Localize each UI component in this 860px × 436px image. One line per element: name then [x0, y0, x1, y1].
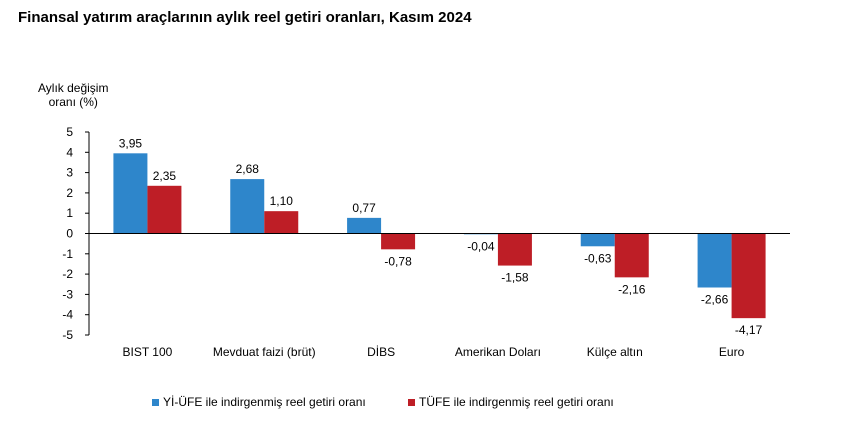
y-axis-label: Aylık değişim oranı (%): [38, 81, 108, 109]
y-tick-label: 3: [66, 166, 73, 180]
legend: Yİ-ÜFE ile indirgenmiş reel getiri oranı…: [0, 395, 860, 415]
data-label-s2-3: -0,78: [384, 254, 412, 268]
category-label-6: Euro: [719, 345, 745, 359]
bar-s2-5: [614, 233, 649, 278]
legend-swatch-tufe: [408, 398, 415, 406]
data-label-s2-4: -1,58: [501, 271, 529, 285]
legend-label-tufe: TÜFE ile indirgenmiş reel getiri oranı: [419, 395, 614, 409]
bar-s2-2: [264, 211, 299, 234]
data-label-s2-1: 2,35: [153, 169, 177, 183]
bar-s1-3: [347, 217, 382, 234]
data-label-s1-2: 2,68: [236, 162, 260, 176]
bar-s2-1: [147, 185, 182, 234]
legend-item-yi-ufe: Yİ-ÜFE ile indirgenmiş reel getiri oranı: [152, 395, 366, 409]
bar-s1-2: [230, 179, 265, 234]
data-label-s2-6: -4,17: [735, 323, 763, 337]
y-tick-label: -3: [62, 287, 73, 301]
y-tick-label: 4: [66, 145, 73, 159]
data-label-s2-2: 1,10: [270, 194, 294, 208]
bar-s1-1: [113, 153, 148, 234]
bar-s1-5: [580, 233, 615, 247]
data-label-s1-1: 3,95: [119, 136, 143, 150]
y-tick-label: 1: [66, 206, 73, 220]
data-label-s1-5: -0,63: [584, 251, 612, 265]
y-tick-label: 0: [66, 227, 73, 241]
category-label-1: BIST 100: [123, 345, 173, 359]
category-label-5: Külçe altın: [587, 345, 643, 359]
legend-label-yi-ufe: Yİ-ÜFE ile indirgenmiş reel getiri oranı: [163, 395, 366, 409]
y-tick-label: -2: [62, 267, 73, 281]
data-label-s1-6: -2,66: [701, 292, 729, 306]
data-label-s1-4: -0,04: [467, 239, 495, 253]
bar-s2-4: [497, 233, 532, 266]
category-label-4: Amerikan Doları: [455, 345, 541, 359]
y-axis-label-line-2: oranı (%): [48, 95, 98, 109]
bar-s2-6: [731, 233, 766, 319]
y-axis-label-line-1: Aylık değişim: [38, 81, 109, 95]
legend-swatch-yi-ufe: [152, 398, 159, 406]
y-tick-label: -5: [62, 328, 73, 342]
y-tick-label: 2: [66, 186, 73, 200]
y-tick-label: -1: [62, 247, 73, 261]
y-tick-label: 5: [66, 125, 73, 139]
data-label-s2-5: -2,16: [618, 282, 646, 296]
legend-item-tufe: TÜFE ile indirgenmiş reel getiri oranı: [408, 395, 614, 409]
category-label-2: Mevduat faizi (brüt): [213, 345, 316, 359]
y-tick-label: -4: [62, 308, 73, 322]
bar-s1-6: [697, 233, 732, 288]
bar-s2-3: [381, 233, 416, 250]
chart-title: Finansal yatırım araçlarının aylık reel …: [18, 9, 472, 26]
category-label-3: DİBS: [367, 345, 395, 359]
data-label-s1-3: 0,77: [352, 201, 376, 215]
